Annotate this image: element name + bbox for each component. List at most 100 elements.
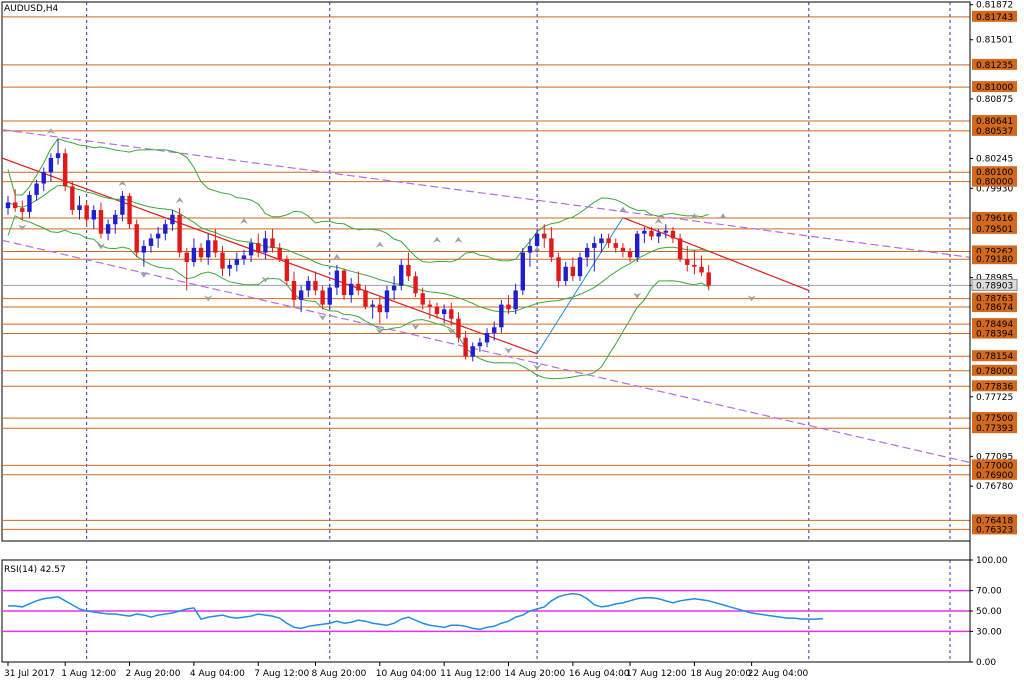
candle[interactable] [506,295,511,315]
candle[interactable] [206,233,211,265]
candle[interactable] [27,191,32,218]
candle[interactable] [277,243,282,263]
price-pane[interactable] [1,1,971,542]
candle[interactable] [284,255,290,286]
candle[interactable] [84,200,89,225]
candle[interactable] [570,257,576,281]
candle[interactable] [141,240,147,267]
candle[interactable] [606,233,611,248]
candle[interactable] [627,247,633,263]
candle[interactable] [706,264,711,291]
candle[interactable] [441,304,447,324]
candle[interactable] [363,285,368,310]
trend-line[interactable] [1,157,538,355]
candle[interactable] [670,227,676,244]
candle[interactable] [291,271,297,307]
candle[interactable] [434,302,440,319]
candle[interactable] [70,181,75,215]
candle[interactable] [20,200,25,220]
candle[interactable] [599,233,604,253]
candle[interactable] [635,230,640,263]
candle[interactable] [520,247,525,296]
candle[interactable] [556,252,561,288]
candle[interactable] [127,193,132,229]
candle[interactable] [420,287,425,310]
candle[interactable] [377,297,382,324]
candle[interactable] [48,153,54,182]
channel-line[interactable] [1,129,971,258]
candle[interactable] [499,299,504,333]
candle[interactable] [184,247,189,291]
candle[interactable] [77,195,82,220]
candle[interactable] [577,252,583,281]
candle[interactable] [191,238,197,267]
candle[interactable] [134,219,139,258]
candle[interactable] [484,328,490,348]
candle[interactable] [327,283,332,310]
candle[interactable] [642,227,647,244]
candle[interactable] [155,227,161,248]
candle[interactable] [477,337,483,352]
channel-line[interactable] [1,239,971,464]
candle[interactable] [313,271,318,296]
candle[interactable] [148,233,154,253]
candle[interactable] [41,167,46,192]
candle[interactable] [592,236,597,272]
candle[interactable] [613,238,618,253]
candle[interactable] [234,252,239,272]
candle[interactable] [177,208,182,258]
candle[interactable] [334,264,340,296]
candle[interactable] [113,210,118,234]
candle[interactable] [384,285,390,319]
candle[interactable] [220,245,225,277]
candle[interactable] [120,191,125,222]
candle[interactable] [391,276,397,300]
candle[interactable] [12,189,18,212]
candle[interactable] [306,276,311,298]
candle[interactable] [63,148,68,192]
candle[interactable] [649,227,654,241]
candle[interactable] [663,224,668,239]
candle[interactable] [256,233,261,258]
candle[interactable] [163,219,168,241]
candle[interactable] [55,139,61,165]
candle[interactable] [399,259,404,291]
candle[interactable] [413,271,418,298]
candle[interactable] [456,312,461,343]
trend-line[interactable] [622,217,810,291]
candle[interactable] [685,245,690,272]
rsi-line[interactable] [8,592,824,631]
candle[interactable] [198,243,204,263]
candle[interactable] [563,262,568,286]
candle[interactable] [542,224,547,248]
candle[interactable] [5,195,11,215]
candle[interactable] [341,268,347,300]
candle[interactable] [263,230,268,260]
candle[interactable] [349,278,354,303]
candle[interactable] [470,342,475,362]
candle[interactable] [34,179,39,201]
candle[interactable] [370,299,375,319]
candle[interactable] [427,299,433,319]
candle[interactable] [527,238,533,267]
candle[interactable] [298,285,304,313]
candle[interactable] [549,227,554,263]
candle[interactable] [105,219,111,241]
candle[interactable] [677,233,683,263]
candle[interactable] [356,271,361,296]
candle[interactable] [320,285,325,310]
candle[interactable] [227,259,232,277]
candle[interactable] [692,249,697,275]
candle[interactable] [620,243,626,258]
candle[interactable] [584,243,590,267]
candle[interactable] [248,238,254,263]
candle[interactable] [270,228,275,253]
candle[interactable] [98,202,104,239]
candle[interactable] [406,252,411,281]
candle[interactable] [91,205,96,229]
candle[interactable] [699,255,704,277]
candle[interactable] [170,210,175,231]
candle[interactable] [492,321,497,341]
candle[interactable] [213,228,218,258]
